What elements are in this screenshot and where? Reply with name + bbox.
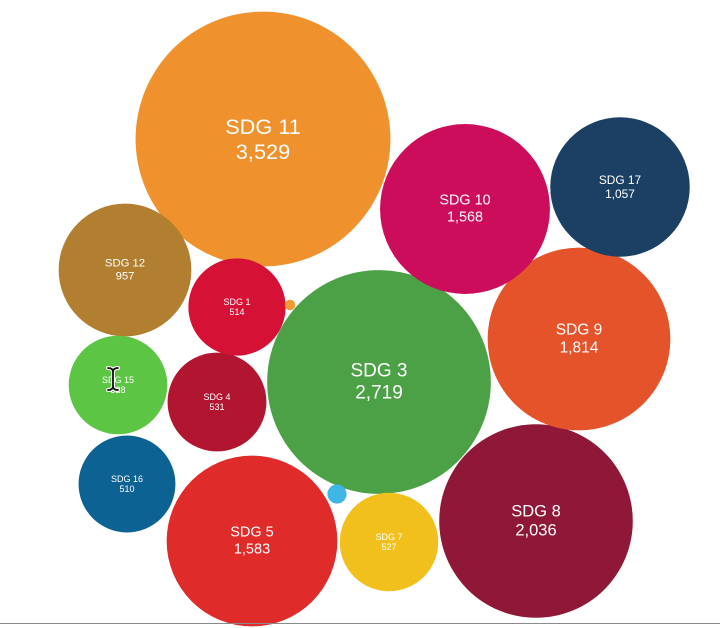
bubble-value-sdg-4: 531 xyxy=(209,402,224,412)
bubble-label-sdg-10: SDG 10 xyxy=(439,193,490,209)
bubble-label-sdg-15: SDG 15 xyxy=(102,375,134,385)
bubble-small-14[interactable] xyxy=(284,299,296,311)
bubble-value-sdg-8: 2,036 xyxy=(515,522,556,540)
bubble-value-sdg-7: 527 xyxy=(381,542,396,552)
bubble-circle-small-14[interactable] xyxy=(284,299,296,311)
bubble-label-sdg-4: SDG 4 xyxy=(203,392,230,402)
bottom-divider xyxy=(0,623,720,624)
bubble-label-sdg-8: SDG 8 xyxy=(511,502,561,520)
bubble-sdg-17[interactable]: SDG 171,057 xyxy=(550,117,690,257)
bubble-value-sdg-17: 1,057 xyxy=(605,187,635,201)
bubble-value-sdg-12: 957 xyxy=(116,271,135,283)
bubble-sdg-11[interactable]: SDG 113,529 xyxy=(135,11,391,267)
bubble-sdg-3[interactable]: SDG 32,719 xyxy=(267,270,491,494)
bubble-value-sdg-9: 1,814 xyxy=(560,340,599,357)
bubble-label-sdg-3: SDG 3 xyxy=(350,360,407,381)
bubble-circle-sdg-1[interactable] xyxy=(188,258,286,356)
bubble-sdg-10[interactable]: SDG 101,568 xyxy=(380,124,550,294)
bubble-value-sdg-1: 514 xyxy=(229,307,244,317)
bubble-label-sdg-12: SDG 12 xyxy=(105,257,145,269)
bubble-label-sdg-9: SDG 9 xyxy=(556,321,603,338)
bubble-circle-sdg-9[interactable] xyxy=(487,247,671,431)
bubble-circle-sdg-7[interactable] xyxy=(339,492,439,592)
bubble-sdg-8[interactable]: SDG 8 2,036 xyxy=(439,424,633,618)
bubble-label-sdg-5: SDG 5 xyxy=(230,525,274,541)
bubble-sdg-12[interactable]: SDG 12 957 xyxy=(58,203,192,337)
bubble-circle-sdg-12[interactable] xyxy=(58,203,192,337)
bubble-circle-sdg-16[interactable] xyxy=(78,435,176,533)
bubble-circle-sdg-10[interactable] xyxy=(380,124,550,294)
bubble-sdg-9[interactable]: SDG 9 1,814 xyxy=(487,247,671,431)
bubble-circle-sdg-8[interactable] xyxy=(439,424,633,618)
bubble-sdg-5[interactable]: SDG 51,583 xyxy=(166,455,338,627)
bubble-label-sdg-11: SDG 11 xyxy=(225,114,301,139)
bubble-circle-sdg-11[interactable] xyxy=(135,11,391,267)
bubble-circle-sdg-3[interactable] xyxy=(267,270,491,494)
bubble-circle-sdg-15[interactable] xyxy=(68,335,168,435)
bubble-value-sdg-11: 3,529 xyxy=(236,139,290,164)
text-cursor-icon xyxy=(106,366,120,392)
bubble-label-sdg-7: SDG 7 xyxy=(375,532,402,542)
bubble-value-sdg-16: 510 xyxy=(119,484,134,494)
bubble-value-sdg-5: 1,583 xyxy=(234,541,270,557)
bubble-small-13[interactable] xyxy=(327,484,347,504)
bubble-circle-small-13[interactable] xyxy=(327,484,347,504)
bubble-label-sdg-1: SDG 1 xyxy=(223,297,250,307)
bubble-circle-sdg-5[interactable] xyxy=(166,455,338,627)
bubble-value-sdg-10: 1,568 xyxy=(447,209,483,225)
bubble-circle-sdg-4[interactable] xyxy=(167,352,267,452)
bubble-label-sdg-17: SDG 17 xyxy=(599,173,642,187)
bubble-value-sdg-3: 2,719 xyxy=(355,383,403,404)
bubble-circle-sdg-17[interactable] xyxy=(550,117,690,257)
bubble-label-sdg-16: SDG 16 xyxy=(111,474,143,484)
